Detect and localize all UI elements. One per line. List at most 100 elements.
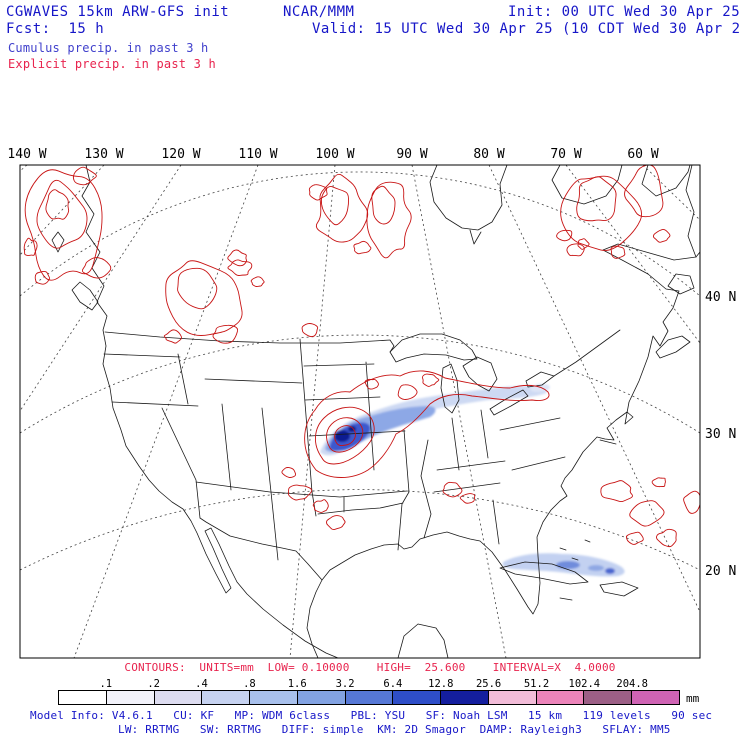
meridian-80w <box>488 165 700 613</box>
precip-contour-central-ring2 <box>315 406 375 465</box>
meridian-120w <box>20 165 182 412</box>
colorbar-segment <box>296 690 346 705</box>
precip-contour <box>227 249 247 267</box>
james-bay <box>469 229 482 245</box>
lon-label: 120 W <box>161 147 200 162</box>
precip-contour <box>421 373 440 387</box>
precip-contour <box>45 189 70 220</box>
lon-label: 70 W <box>550 147 581 162</box>
plot-title: CGWAVES 15km ARW-GFS init <box>6 4 230 20</box>
colorbar-tick-label: 51.2 <box>523 678 550 690</box>
precip-contour <box>212 324 239 344</box>
precip-contour <box>320 185 349 226</box>
colorbar-unit-label: mm <box>686 692 700 705</box>
model-info-line1: Model Info: V4.6.1 CU: KF MP: WDM 6class… <box>30 709 713 722</box>
precip-area-light <box>486 386 526 400</box>
arctic-island <box>641 165 691 197</box>
precip-contour <box>177 267 218 310</box>
colorbar-tick-label: 102.4 <box>568 678 601 690</box>
legend-explicit-precip: Explicit precip. in past 3 h <box>8 57 216 71</box>
map-frame <box>19 164 701 659</box>
us-canada-border <box>104 329 621 377</box>
colorbar-tick-label: 1.6 <box>287 678 307 690</box>
precip-contour <box>459 493 476 504</box>
init-time-label: Init: 00 UTC Wed 30 Apr 25 <box>508 4 740 20</box>
precip-contour <box>556 229 573 242</box>
yucatan-peninsula <box>397 623 449 658</box>
contour-info-line: CONTOURS: UNITS=mm LOW= 0.10000 HIGH= 25… <box>124 661 616 674</box>
cuba <box>499 561 589 585</box>
org-label: NCAR/MMM <box>283 4 355 20</box>
meridian-60w <box>642 165 700 221</box>
lake-huron <box>462 356 498 392</box>
meridian-70w <box>565 165 700 344</box>
precip-contour <box>625 531 644 545</box>
pacific-coast <box>81 165 339 658</box>
precip-contour-blobs <box>23 165 700 548</box>
precip-contour-central-outer <box>304 370 550 478</box>
precip-contour <box>326 515 346 531</box>
precip-contour <box>560 175 642 251</box>
precip-contour <box>366 181 412 259</box>
colorbar-tick-label: 204.8 <box>616 678 648 690</box>
precip-contour <box>651 477 666 488</box>
colorbar-tick-label: 3.2 <box>335 678 355 690</box>
precip-contour <box>287 484 313 501</box>
blue-precip-shading <box>320 383 625 577</box>
arctic-island <box>551 165 623 205</box>
bahamas <box>559 539 591 561</box>
precip-contour <box>364 378 379 390</box>
colorbar-segment <box>535 690 585 705</box>
lat-label: 40 N <box>705 290 736 305</box>
meridian-140w <box>20 165 28 172</box>
lon-label: 110 W <box>238 147 277 162</box>
colorbar: .1.2.4.8 1.6 3.2 6.4 12.8 25.6 51.2 102.4 204.8 … <box>58 678 699 706</box>
precip-contour <box>308 184 328 201</box>
colorbar-tick-label: .4 <box>195 678 208 690</box>
hudson-bay <box>429 165 508 231</box>
meridian-110w <box>73 165 259 658</box>
precip-contour <box>610 245 626 259</box>
lon-label: 140 W <box>7 147 46 162</box>
valid-time-label: Valid: 15 UTC Wed 30 Apr 25 (10 CDT Wed … <box>312 21 740 37</box>
colorbar-tick-label: .8 <box>243 678 256 690</box>
lon-label: 90 W <box>396 147 427 162</box>
colorbar-segment <box>631 690 680 705</box>
lake-superior <box>389 333 478 363</box>
lat-label: 20 N <box>705 564 736 579</box>
colorbar-segment <box>153 690 203 705</box>
haida-gwaii-island <box>51 231 65 253</box>
precip-contour <box>312 499 329 513</box>
precip-contour <box>34 270 51 285</box>
precip-contour <box>81 257 112 279</box>
precip-contour <box>163 329 182 344</box>
precip-contour <box>281 467 297 478</box>
jamaica <box>559 597 573 601</box>
colorbar-tick-label: 25.6 <box>475 678 502 690</box>
lake-erie <box>489 389 529 416</box>
precip-contour <box>577 238 590 250</box>
long-island <box>599 439 617 445</box>
graticule-grid <box>20 165 700 658</box>
colorbar-segment <box>344 690 394 705</box>
meridian-130w <box>20 165 105 256</box>
colorbar-tick-label: 6.4 <box>383 678 403 690</box>
precip-contour <box>227 259 253 276</box>
colorbar-tick-label: .2 <box>147 678 161 690</box>
lat-label: 30 N <box>705 427 736 442</box>
precip-contour <box>353 240 372 255</box>
longitude-labels: 140 W 130 W 120 W 110 W 100 W 90 W 80 W … <box>7 147 658 162</box>
precip-core <box>334 430 350 442</box>
nova-scotia <box>655 335 691 359</box>
parallel-40n <box>20 171 700 297</box>
lon-label: 130 W <box>84 147 123 162</box>
precip-contour <box>656 528 677 548</box>
gulf-atlantic-coast <box>306 243 700 658</box>
lon-label: 80 W <box>473 147 504 162</box>
parallel-30n <box>20 334 700 434</box>
precip-contour <box>36 179 88 249</box>
colorbar-segment <box>58 690 107 705</box>
precip-contour <box>624 165 664 218</box>
precip-contour <box>301 323 319 337</box>
